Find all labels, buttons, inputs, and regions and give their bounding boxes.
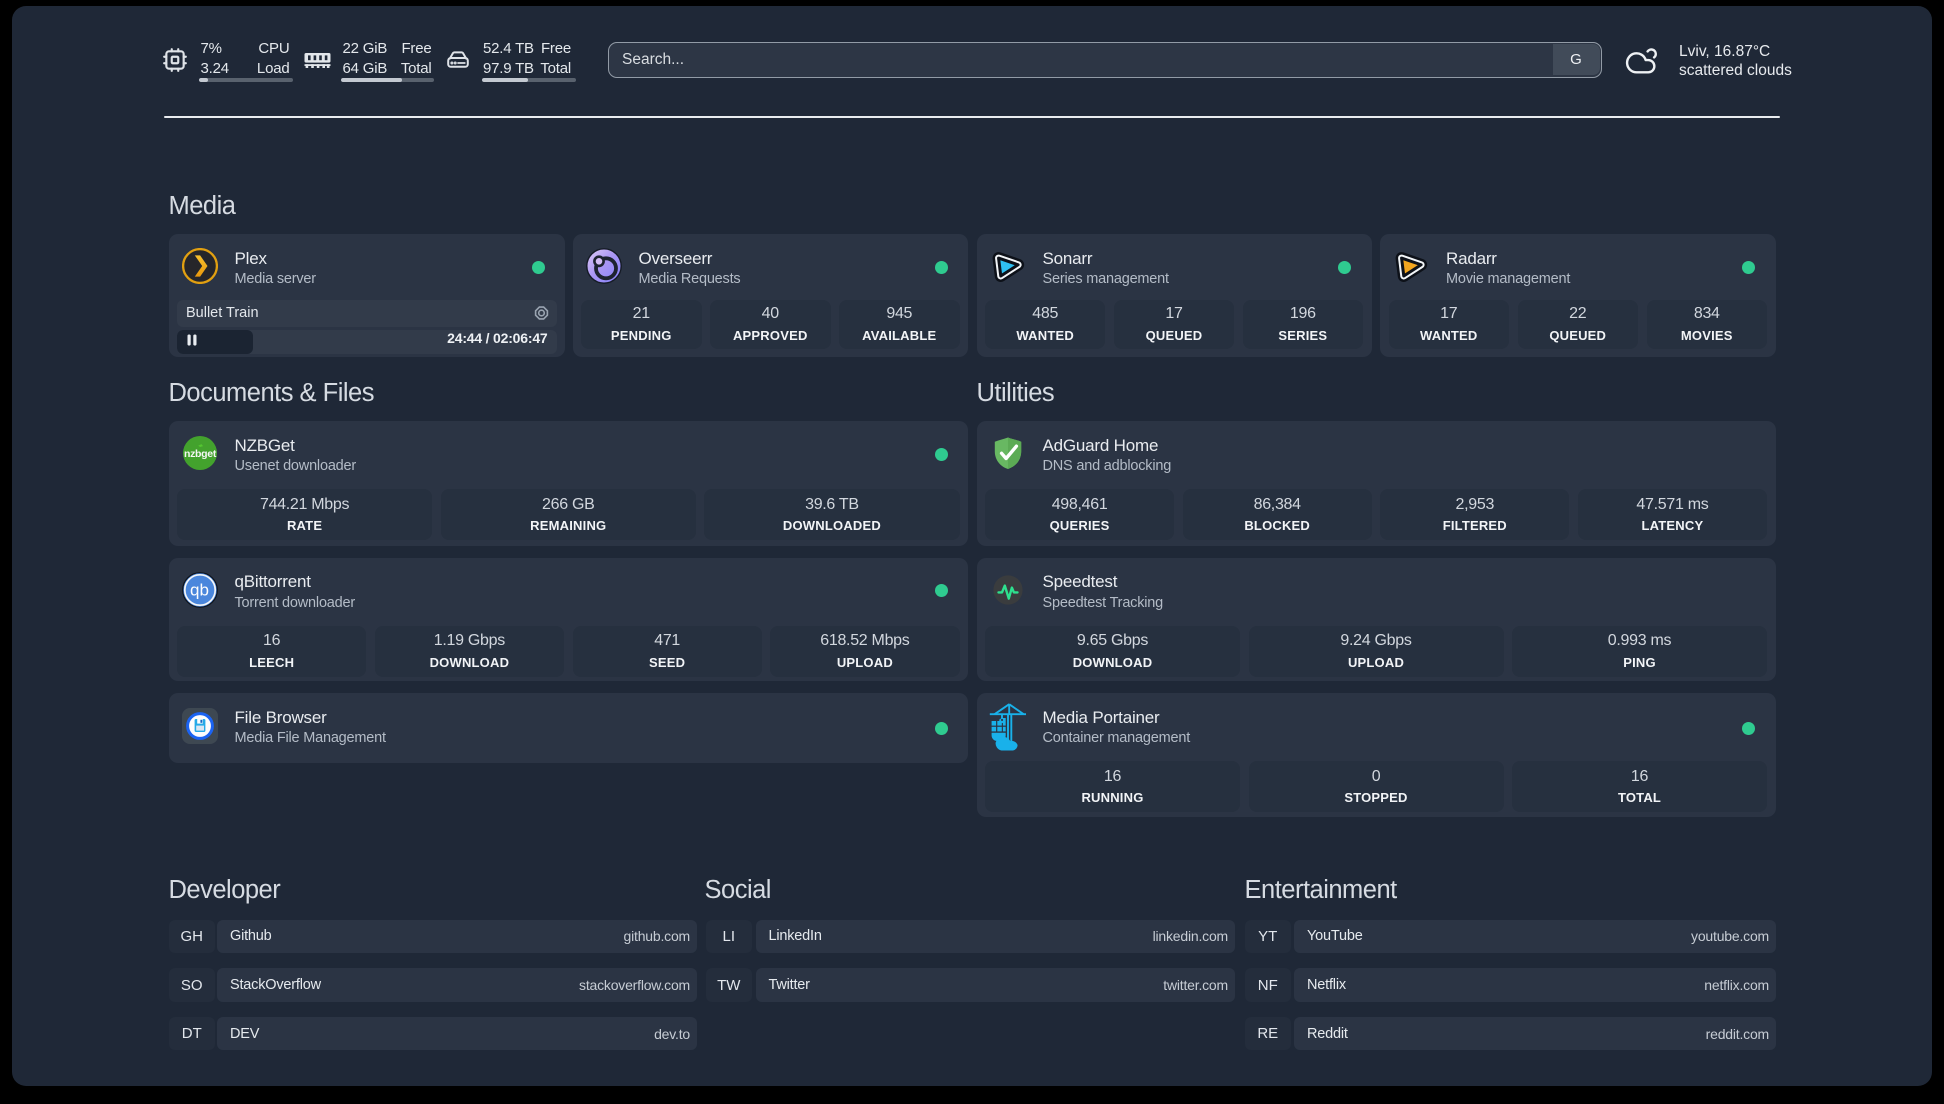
svg-text:qb: qb (190, 580, 209, 599)
svg-text:nzbget: nzbget (183, 448, 216, 460)
